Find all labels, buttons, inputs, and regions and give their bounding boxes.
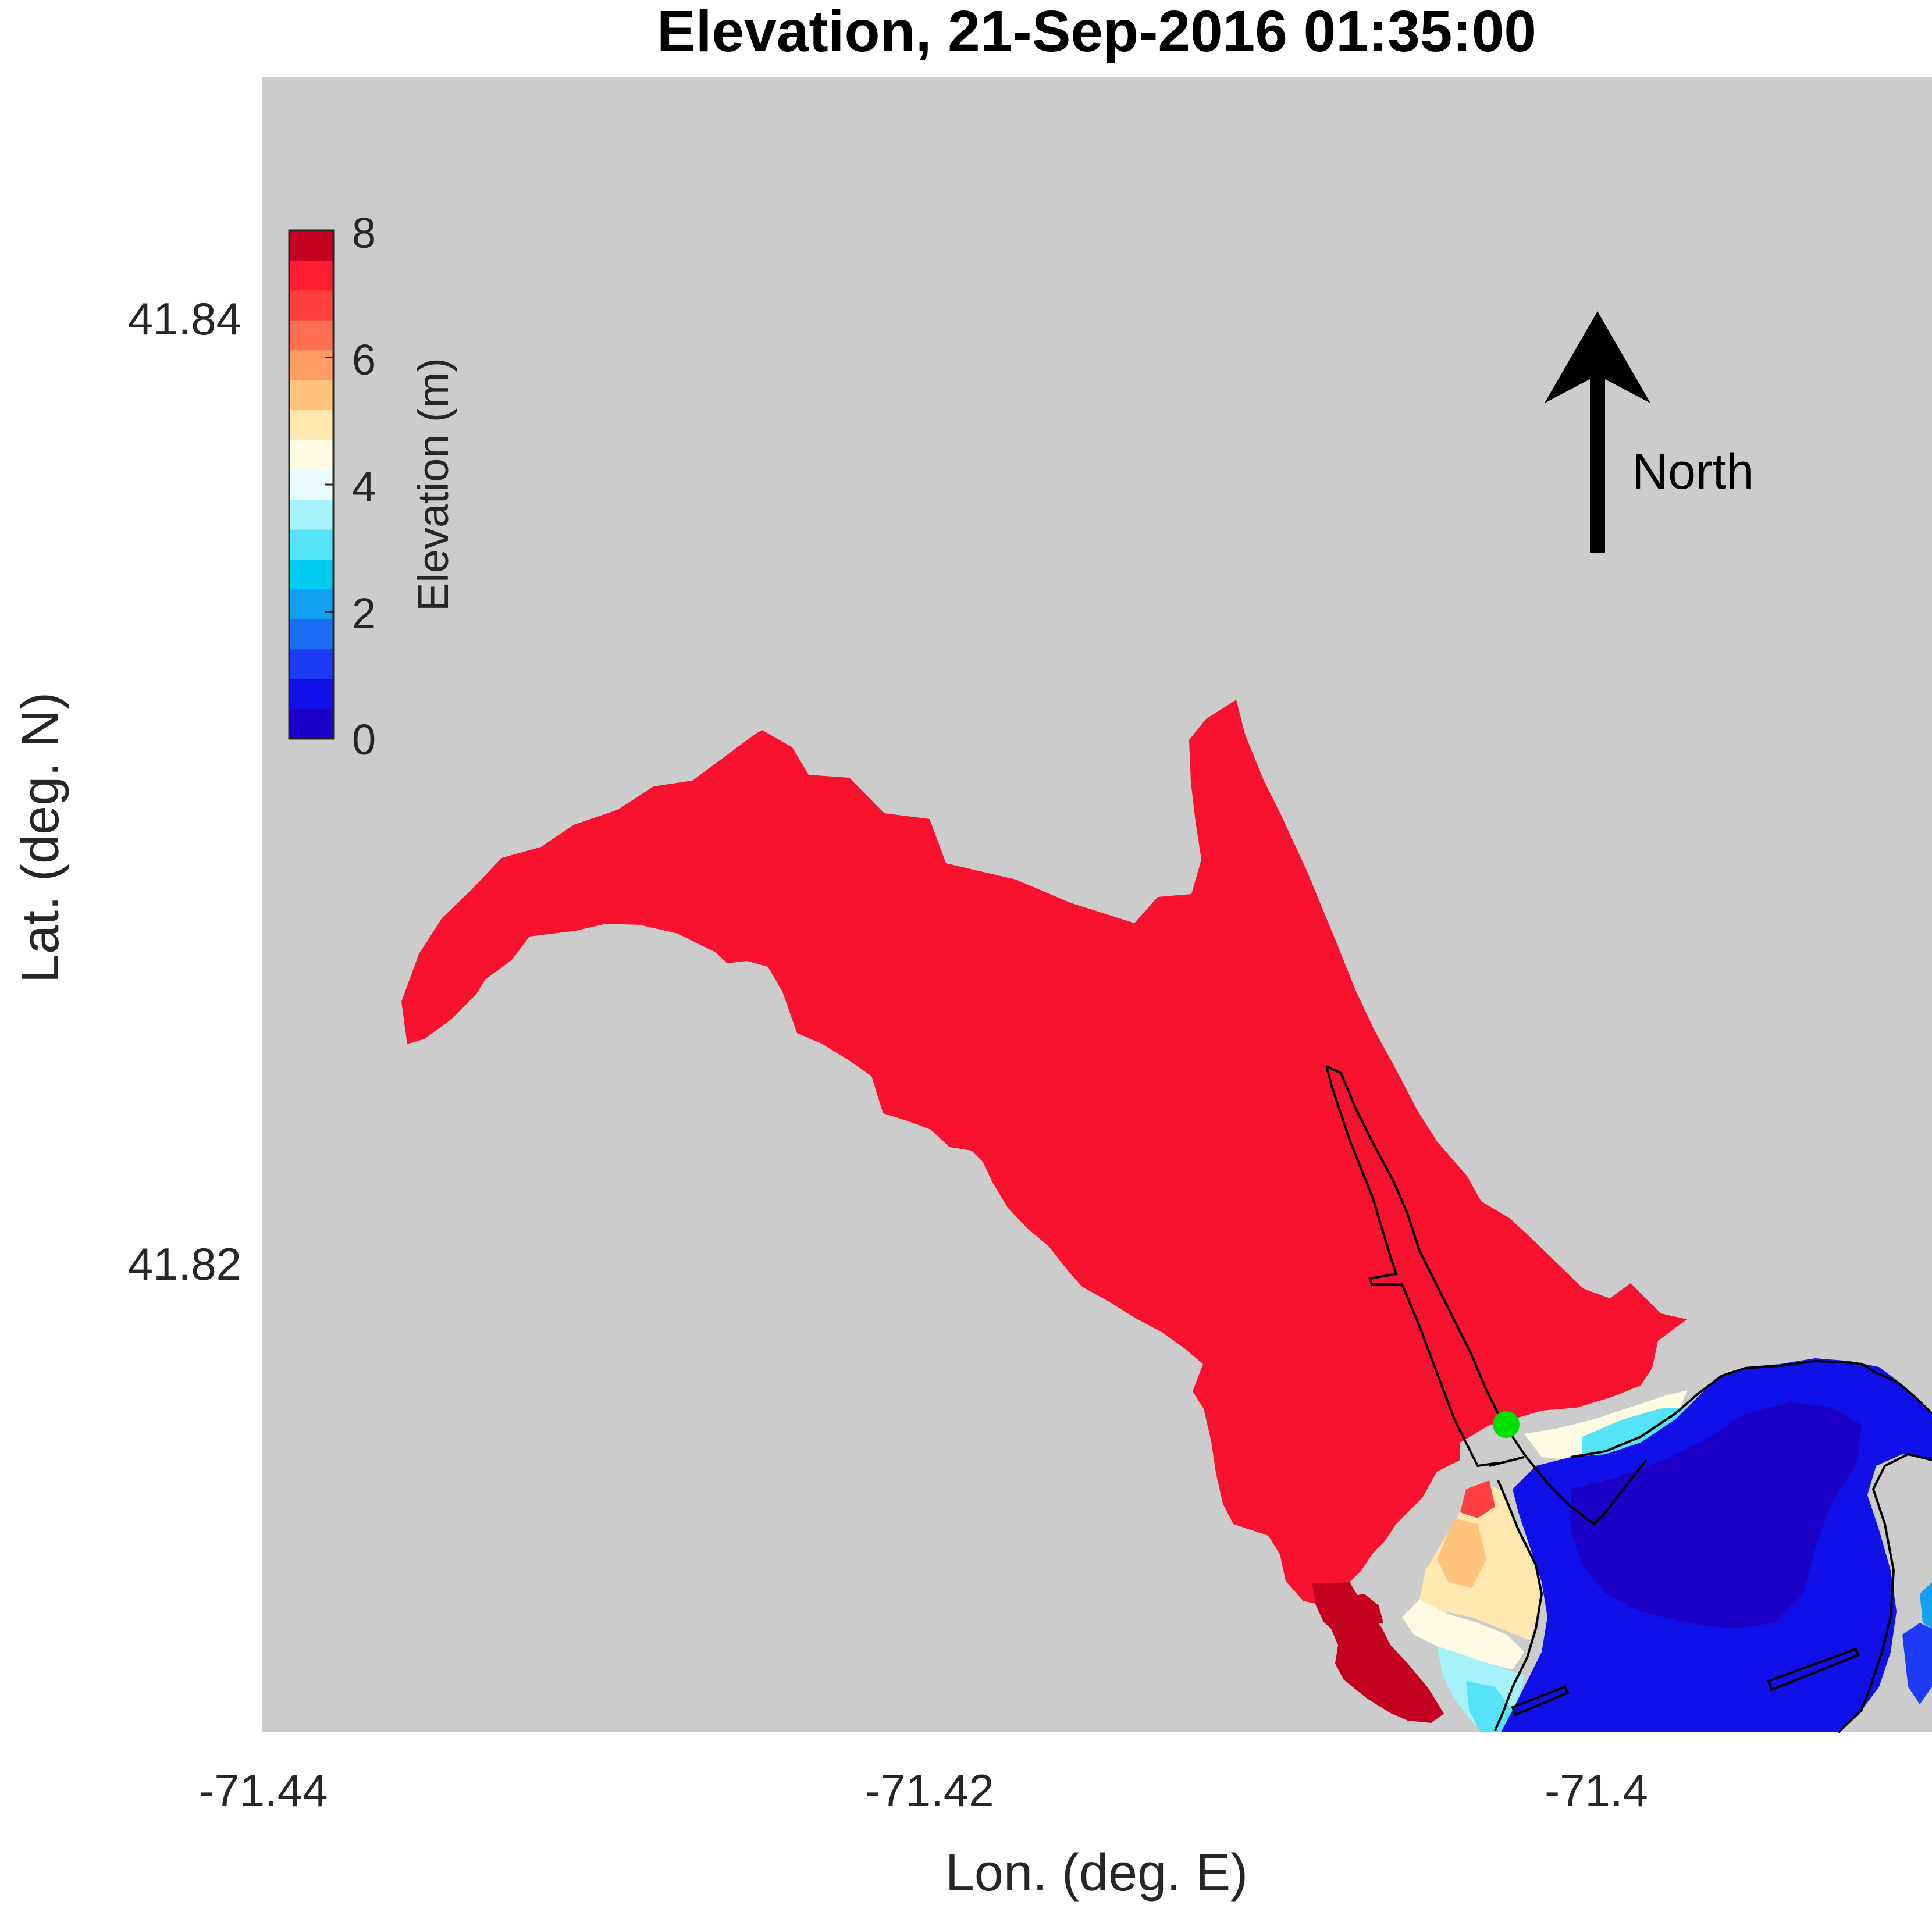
bay-water-east-patch <box>1902 1623 1932 1704</box>
colorbar-tick-labels: 0 2 4 6 8 <box>352 209 376 764</box>
transition-red-patch <box>1460 1480 1495 1518</box>
colorbar-tick-4: 4 <box>352 462 376 511</box>
x-axis-label: Lon. (deg. E) <box>945 1844 1248 1902</box>
colorbar-swatch <box>289 619 333 650</box>
colorbar-swatch <box>289 320 333 351</box>
bay-coastline <box>1489 1359 1932 1733</box>
colorbar-swatch <box>289 559 333 590</box>
colorbar[interactable]: 0 2 4 6 8 Elevation (m) <box>288 209 457 764</box>
river-flood-area <box>401 700 1687 1605</box>
colorbar-tick-0: 0 <box>352 715 376 764</box>
y-tick-label: 41.82 <box>128 1238 241 1290</box>
x-axis: -71.44 -71.42 -71.4 Lon. (deg. E) <box>199 1765 1648 1902</box>
transition-orange <box>1437 1518 1486 1588</box>
map-plot-area[interactable] <box>262 77 1932 1733</box>
y-axis-label: Lat. (deg. N) <box>12 692 70 983</box>
x-tick-label: -71.44 <box>199 1765 328 1816</box>
north-label: North <box>1632 444 1754 500</box>
colorbar-tick-8: 8 <box>352 209 376 257</box>
colorbar-swatch <box>289 679 333 710</box>
colorbar-swatch <box>289 499 333 530</box>
transition-pale-band <box>1402 1600 1524 1669</box>
colorbar-swatch <box>289 380 333 410</box>
pier-outline-2 <box>1767 1647 1860 1692</box>
y-tick-label: 41.84 <box>128 293 241 344</box>
y-axis: 41.84 41.82 Lat. (deg. N) <box>12 293 241 1290</box>
north-arrow: North <box>1545 311 1754 553</box>
colorbar-tick-6: 6 <box>352 336 376 384</box>
colorbar-swatch <box>289 439 333 470</box>
colorbar-swatch <box>289 708 333 739</box>
colorbar-swatch <box>289 649 333 679</box>
colorbar-swatch <box>289 290 333 321</box>
colorbar-frame <box>288 229 335 740</box>
bay-water-east-cyan <box>1920 1582 1932 1629</box>
shipping-channel-outline <box>1325 1065 1648 1526</box>
colorbar-swatch <box>289 350 333 380</box>
north-arrow-head <box>1545 311 1650 403</box>
pier-outline-1 <box>1511 1685 1570 1717</box>
x-tick-label: -71.42 <box>865 1765 994 1816</box>
colorbar-swatch <box>289 529 333 560</box>
colorbar-swatch <box>289 260 333 291</box>
chart-title: Elevation, 21-Sep-2016 01:35:00 <box>657 0 1536 64</box>
upper-transition-strip <box>1524 1390 1687 1460</box>
x-tick-label: -71.4 <box>1545 1765 1648 1816</box>
colorbar-label: Elevation (m) <box>409 358 457 611</box>
colorbar-tick-2: 2 <box>352 589 376 638</box>
station-marker[interactable] <box>1493 1411 1520 1438</box>
colorbar-swatch <box>289 589 333 619</box>
colorbar-swatch <box>289 230 333 261</box>
channel-fringe-dark-2 <box>1326 1594 1383 1626</box>
colorbar-swatches <box>289 229 333 740</box>
bay-water-deep <box>1571 1402 1862 1629</box>
colorbar-swatch <box>289 410 333 440</box>
north-arrow-shaft <box>1590 372 1605 553</box>
